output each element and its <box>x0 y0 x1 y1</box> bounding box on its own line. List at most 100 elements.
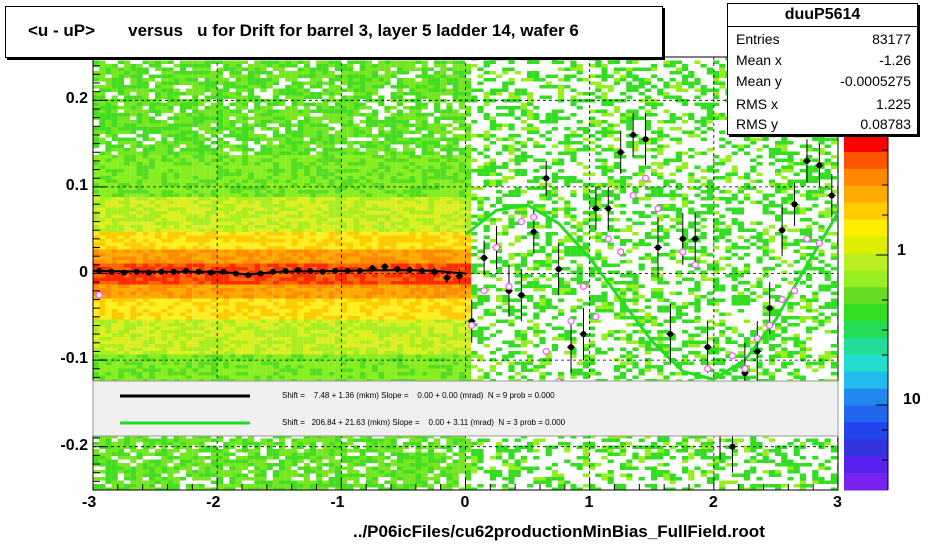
heatmap-cell <box>235 298 242 302</box>
heatmap-cell <box>316 340 323 344</box>
heatmap-cell <box>248 291 255 295</box>
heatmap-cell <box>204 116 211 120</box>
heatmap-cell <box>105 253 112 257</box>
heatmap-cell <box>217 473 224 477</box>
heatmap-cell <box>310 305 317 309</box>
heatmap-cell <box>167 274 174 278</box>
heatmap-cell <box>161 351 168 355</box>
heatmap-cell <box>105 298 112 302</box>
heatmap-cell <box>254 323 261 327</box>
heatmap-cell <box>347 260 354 264</box>
heatmap-cell <box>266 155 273 159</box>
heatmap-cell <box>130 473 137 477</box>
heatmap-cell <box>179 67 186 71</box>
heatmap-cell <box>297 263 304 267</box>
heatmap-cell <box>136 109 143 113</box>
heatmap-cell <box>204 316 211 320</box>
heatmap-cell <box>254 302 261 306</box>
heatmap-cell <box>347 239 354 243</box>
heatmap-cell <box>179 358 186 362</box>
heatmap-cell <box>179 116 186 120</box>
heatmap-cell <box>124 484 131 488</box>
heatmap-cell <box>279 144 286 148</box>
heatmap-cell <box>322 333 329 337</box>
heatmap-cell <box>291 368 298 372</box>
heatmap-cell <box>316 71 323 75</box>
heatmap-cell <box>217 228 224 232</box>
heatmap-cell <box>124 190 131 194</box>
heatmap-cell <box>303 193 310 197</box>
heatmap-cell <box>285 281 292 285</box>
heatmap-cell <box>353 179 360 183</box>
heatmap-cell <box>322 228 329 232</box>
heatmap-cell <box>272 456 279 460</box>
heatmap-cell <box>359 228 366 232</box>
heatmap-cell <box>229 312 236 316</box>
heatmap-cell <box>111 176 118 180</box>
heatmap-cell <box>105 459 112 463</box>
heatmap-cell <box>198 155 205 159</box>
heatmap-cell <box>291 78 298 82</box>
heatmap-cell <box>297 162 304 166</box>
heatmap-cell <box>124 260 131 264</box>
heatmap-cell <box>291 463 298 467</box>
heatmap-cell <box>266 484 273 488</box>
heatmap-cell <box>223 113 230 117</box>
heatmap-cell <box>130 365 137 369</box>
heatmap-cell <box>173 155 180 159</box>
heatmap-cell <box>204 190 211 194</box>
heatmap-cell <box>353 74 360 78</box>
heatmap-cell <box>291 221 298 225</box>
heatmap-cell <box>347 459 354 463</box>
heatmap-cell <box>155 260 162 264</box>
heatmap-cell <box>328 337 335 341</box>
heatmap-cell <box>223 330 230 334</box>
heatmap-cell <box>254 267 261 271</box>
heatmap-cell <box>99 442 106 446</box>
heatmap-cell <box>328 435 335 439</box>
heatmap-cell <box>93 470 100 474</box>
heatmap-cell <box>179 109 186 113</box>
heatmap-cell <box>124 456 131 460</box>
heatmap-cell <box>248 127 255 131</box>
heatmap-cell <box>297 92 304 96</box>
heatmap-cell <box>341 148 348 152</box>
heatmap-cell <box>310 176 317 180</box>
heatmap-cell <box>173 239 180 243</box>
heatmap-cell <box>310 235 317 239</box>
heatmap-cell <box>192 452 199 456</box>
heatmap-cell <box>272 74 279 78</box>
heatmap-cell <box>260 253 267 257</box>
heatmap-cell <box>279 295 286 299</box>
heatmap-cell <box>303 71 310 75</box>
heatmap-cell <box>322 141 329 145</box>
heatmap-cell <box>223 256 230 260</box>
heatmap-cell <box>279 267 286 271</box>
heatmap-cell <box>279 151 286 155</box>
heatmap-cell <box>303 263 310 267</box>
heatmap-cell <box>310 127 317 131</box>
heatmap-cell <box>279 375 286 379</box>
heatmap-cell <box>310 372 317 376</box>
heatmap-cell <box>322 456 329 460</box>
heatmap-cell <box>198 365 205 369</box>
heatmap-cell <box>186 456 193 460</box>
heatmap-cell <box>173 358 180 362</box>
heatmap-cell <box>124 95 131 99</box>
heatmap-cell <box>303 172 310 176</box>
heatmap-cell <box>105 232 112 236</box>
heatmap-cell <box>223 109 230 113</box>
heatmap-cell <box>328 277 335 281</box>
heatmap-cell <box>99 151 106 155</box>
heatmap-cell <box>303 295 310 299</box>
heatmap-cell <box>353 106 360 110</box>
heatmap-cell <box>328 127 335 131</box>
heatmap-cell <box>136 190 143 194</box>
heatmap-cell <box>235 260 242 264</box>
heatmap-cell <box>235 326 242 330</box>
heatmap-cell <box>210 365 217 369</box>
heatmap-cell <box>365 176 372 180</box>
heatmap-cell <box>365 221 372 225</box>
heatmap-cell <box>155 92 162 96</box>
heatmap-cell <box>117 347 124 351</box>
